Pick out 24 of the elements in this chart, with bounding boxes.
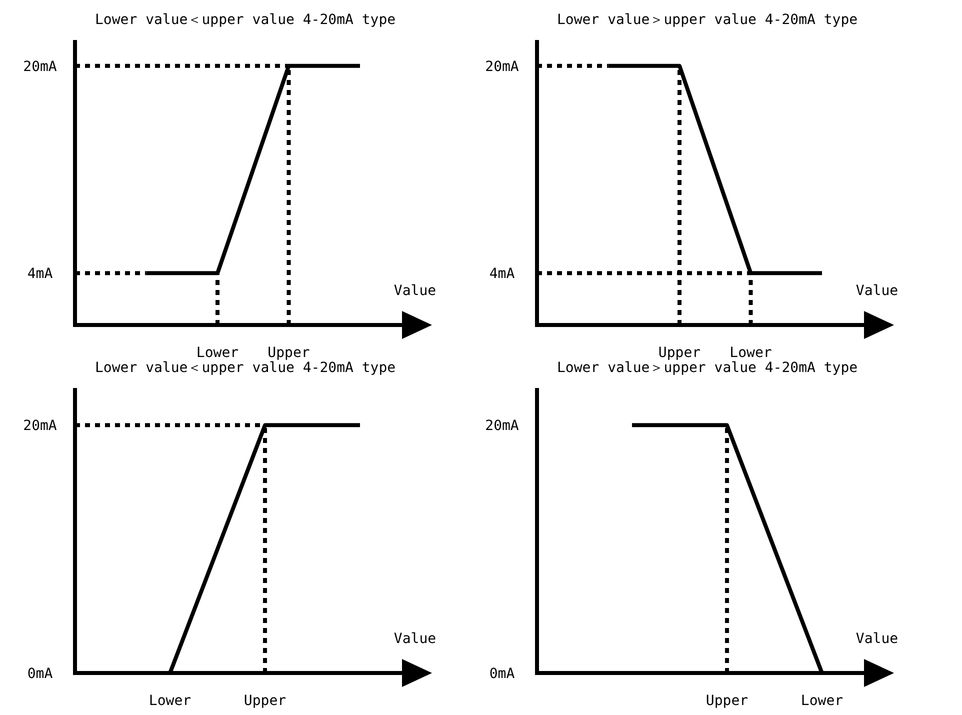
- x-tick-label: Lower: [196, 345, 239, 361]
- x-axis-title: Value: [394, 631, 436, 647]
- y-tick-label: 20mA: [485, 418, 520, 434]
- y-tick-label: 4mA: [489, 266, 516, 282]
- x-tick-label: Lower: [148, 693, 192, 709]
- x-tick-label: Upper: [706, 693, 748, 709]
- y-tick-label: 0mA: [27, 666, 54, 682]
- x-tick-label: Upper: [268, 345, 310, 361]
- y-tick-label: 20mA: [485, 58, 520, 75]
- x-tick-label: Upper: [658, 345, 701, 361]
- chart-title: Lower value＞upper value 4-20mA type: [557, 12, 858, 28]
- chart-title: Lower value＞upper value 4-20mA type: [557, 360, 858, 376]
- y-tick-label: 20mA: [23, 418, 58, 434]
- x-tick-label: Lower: [730, 345, 772, 361]
- y-tick-label: 4mA: [27, 266, 54, 282]
- x-axis-title: Value: [856, 283, 898, 299]
- chart-title: Lower value＜upper value 4-20mA type: [95, 12, 396, 28]
- y-tick-label: 0mA: [489, 666, 516, 682]
- y-tick-label: 20mA: [23, 58, 58, 75]
- x-tick-label: Lower: [800, 693, 844, 709]
- chart-title: Lower value＜upper value 4-20mA type: [95, 360, 396, 376]
- x-axis-title: Value: [394, 283, 436, 299]
- x-tick-label: Upper: [244, 693, 286, 709]
- x-axis-title: Value: [856, 631, 898, 647]
